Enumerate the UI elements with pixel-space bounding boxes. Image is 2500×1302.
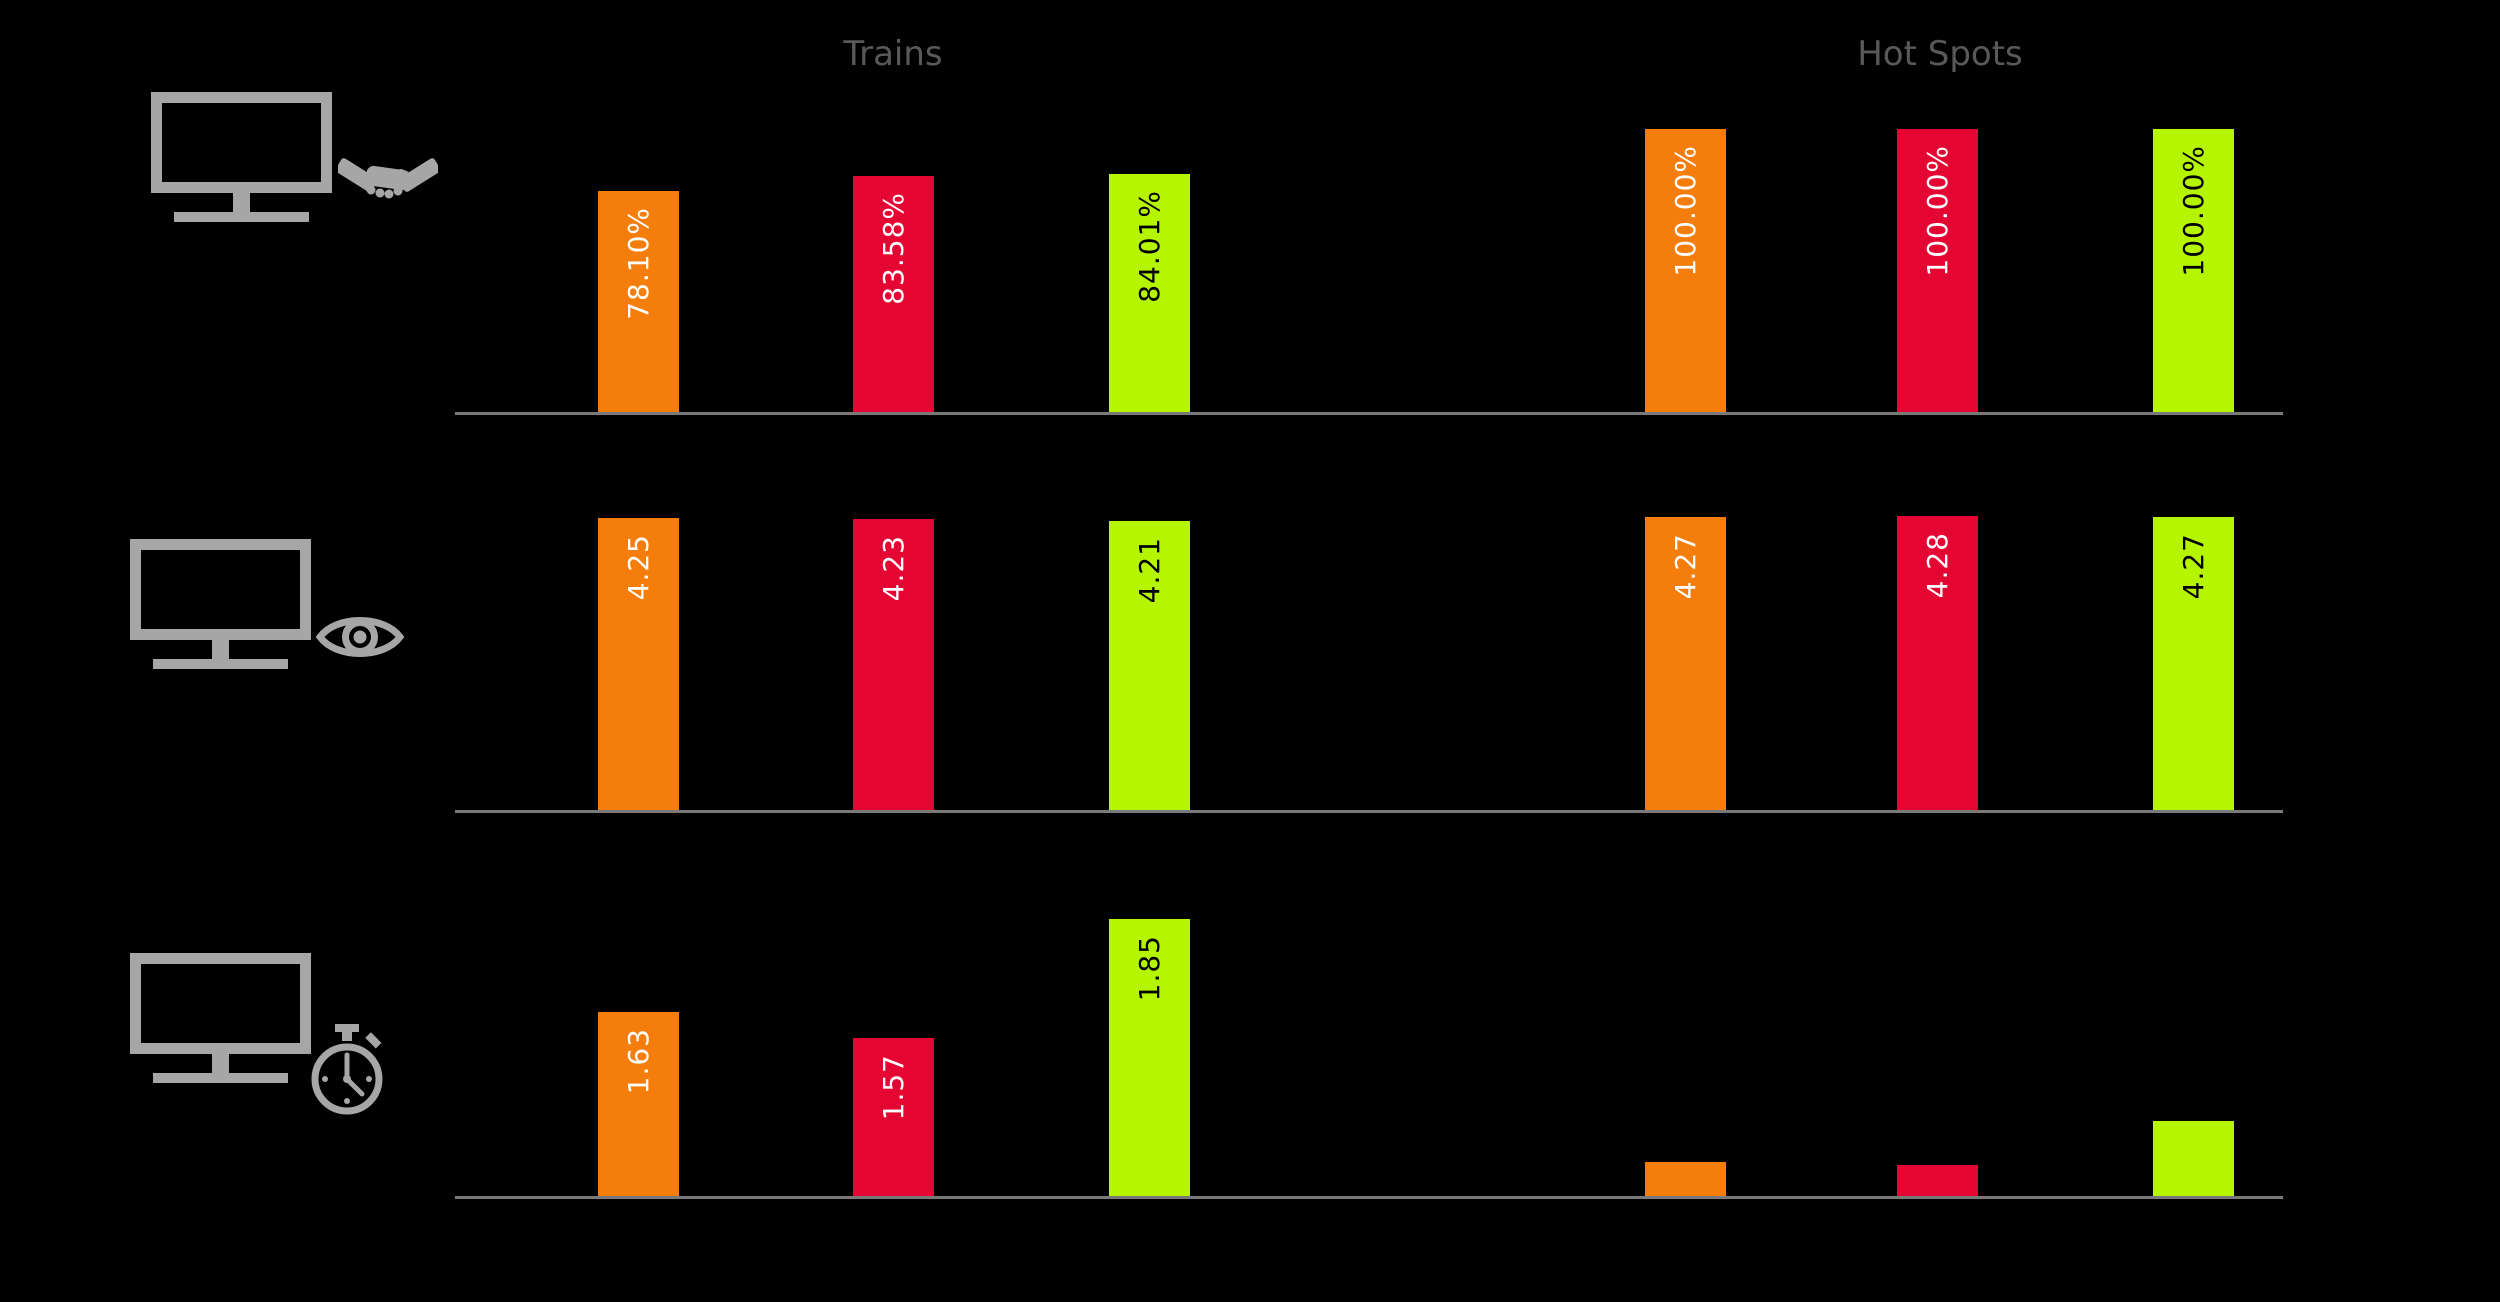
bar-value-label: 4.25: [621, 534, 655, 601]
monitor-icon: [130, 953, 311, 1085]
bar-value-label: 100.00%: [2176, 145, 2210, 277]
column-title-trains: Trains: [843, 34, 943, 74]
bar-value-label: 4.21: [1132, 537, 1166, 604]
bar-row-1-trains-green: 84.01%: [1108, 174, 1190, 412]
bar-value-label: 78.10%: [621, 207, 655, 320]
bar-row-1-trains-orange: 78.10%: [597, 191, 679, 412]
eye-icon: [315, 608, 405, 666]
bar-value-label: 100.00%: [1668, 145, 1702, 277]
bar-row-2-hot_spots-orange: 4.27: [1644, 517, 1726, 810]
bar-value-label: 4.27: [2176, 533, 2210, 600]
bar-row-2-trains-green: 4.21: [1108, 521, 1190, 810]
stopwatch-icon: [309, 1024, 387, 1116]
bar-row-3-hot_spots-red: [1896, 1165, 1978, 1196]
bar-value-label: 84.01%: [1132, 190, 1166, 303]
bar-value-label: 1.63: [621, 1028, 655, 1095]
axis-line-row-3: [455, 1196, 2283, 1199]
bar-value-label: 4.23: [876, 535, 910, 602]
monitor-icon: [130, 539, 311, 671]
bar-row-2-trains-orange: 4.25: [597, 518, 679, 810]
bar-row-3-trains-orange: 1.63: [597, 1012, 679, 1196]
bar-value-label: 100.00%: [1920, 145, 1954, 277]
axis-line-row-2: [455, 810, 2283, 813]
bar-value-label: 4.27: [1668, 533, 1702, 600]
bar-row-2-trains-red: 4.23: [852, 519, 934, 810]
bar-value-label: 1.85: [1132, 935, 1166, 1002]
bar-row-1-hot_spots-orange: 100.00%: [1644, 129, 1726, 412]
monitor-icon: [151, 92, 332, 224]
bar-row-3-hot_spots-orange: [1644, 1162, 1726, 1196]
bar-row-2-hot_spots-red: 4.28: [1896, 516, 1978, 810]
bar-row-2-hot_spots-green: 4.27: [2152, 517, 2234, 810]
axis-line-row-1: [455, 412, 2283, 415]
bar-row-1-hot_spots-green: 100.00%: [2152, 129, 2234, 412]
bar-value-label: 1.57: [876, 1054, 910, 1121]
bar-row-1-hot_spots-red: 100.00%: [1896, 129, 1978, 412]
bar-value-label: 4.28: [1920, 532, 1954, 599]
bar-row-3-trains-green: 1.85: [1108, 919, 1190, 1196]
handshake-icon: [338, 148, 438, 208]
column-title-hot-spots: Hot Spots: [1857, 34, 2023, 74]
bar-value-label: 83.58%: [876, 192, 910, 305]
bar-row-3-trains-red: 1.57: [852, 1038, 934, 1196]
bar-row-1-trains-red: 83.58%: [852, 176, 934, 412]
bar-row-3-hot_spots-green: [2152, 1121, 2234, 1196]
